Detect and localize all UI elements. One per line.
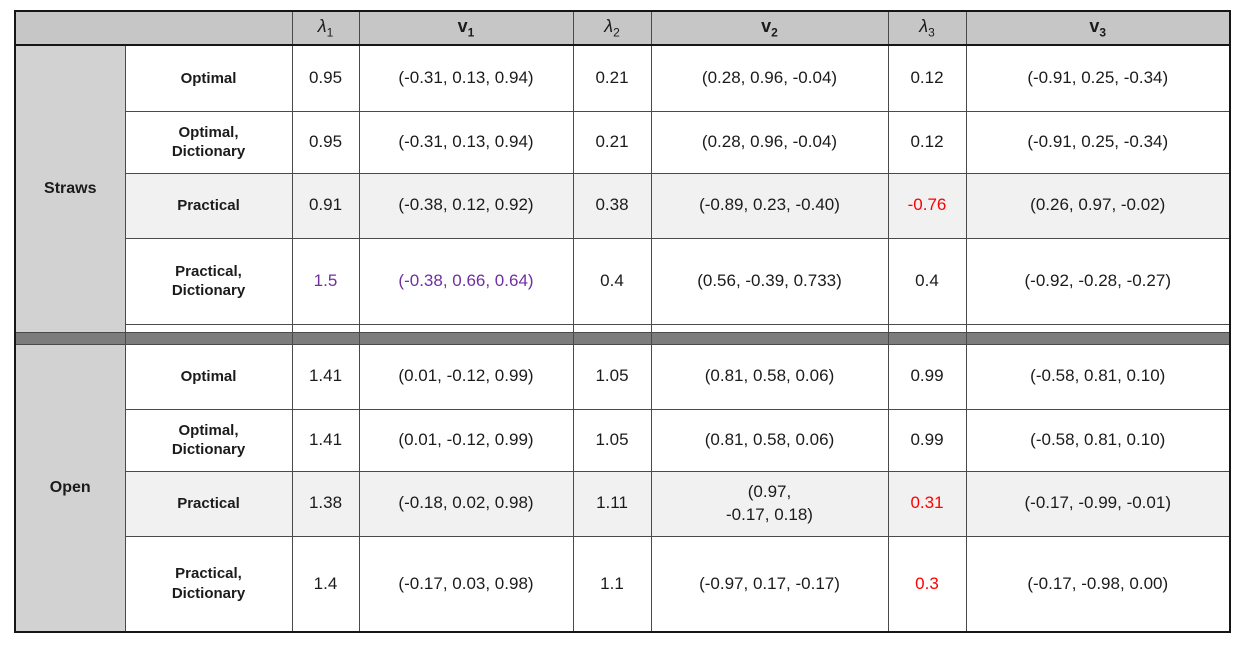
lambda3-value: 0.99 (887, 343, 967, 410)
v2-value: (0.28, 0.96, -0.04) (650, 110, 889, 174)
method-cell: Optimal, Dictionary (124, 110, 293, 174)
header-lambda1: λ1 (291, 10, 360, 46)
lambda3-value-highlight-red: 0.31 (887, 470, 967, 537)
lambda1-value: 1.4 (291, 535, 360, 633)
lambda2-value: 0.4 (572, 237, 652, 325)
lambda3-value: 0.12 (887, 110, 967, 174)
lambda3-value: 0.12 (887, 44, 967, 112)
v2-value: (-0.89, 0.23, -0.40) (650, 172, 889, 239)
method-cell: Practical (124, 470, 293, 537)
v2-value: (0.81, 0.58, 0.06) (650, 408, 889, 472)
lambda1-value: 1.41 (291, 408, 360, 472)
v1-value: (0.01, -0.12, 0.99) (358, 343, 574, 410)
v3-value: (-0.92, -0.28, -0.27) (965, 237, 1231, 325)
lambda3-value-highlight-red: -0.76 (887, 172, 967, 239)
v2-value: (0.56, -0.39, 0.733) (650, 237, 889, 325)
lambda2-value: 0.21 (572, 44, 652, 112)
lambda3-value: 0.4 (887, 237, 967, 325)
header-lambda2: λ2 (572, 10, 652, 46)
v1-value: (-0.17, 0.03, 0.98) (358, 535, 574, 633)
table-row: Open Optimal 1.41 (0.01, -0.12, 0.99) 1.… (14, 343, 1231, 633)
v1-value: (-0.31, 0.13, 0.94) (358, 44, 574, 112)
group-cell-open: Open (14, 343, 126, 633)
v1-value: (0.01, -0.12, 0.99) (358, 408, 574, 472)
header-v3: v3 (965, 10, 1231, 46)
lambda1-value: 1.38 (291, 470, 360, 537)
method-cell: Practical, Dictionary (124, 237, 293, 325)
v3-value: (-0.17, -0.99, -0.01) (965, 470, 1231, 537)
v1-value: (-0.31, 0.13, 0.94) (358, 110, 574, 174)
header-lambda3: λ3 (887, 10, 967, 46)
table-row: Optimal, Dictionary 1.41 (0.01, -0.12, 0… (15, 408, 1231, 472)
header-row: λ1 v1 λ2 v2 λ3 v3 (14, 10, 1231, 46)
v1-value: (-0.18, 0.02, 0.98) (358, 470, 574, 537)
lambda1-value: 0.95 (291, 44, 360, 112)
table-row: Straws Optimal 0.95 (-0.31, 0.13, 0.94) … (14, 44, 1231, 333)
method-cell: Optimal, Dictionary (124, 408, 293, 472)
v1-value: (-0.38, 0.12, 0.92) (358, 172, 574, 239)
section-separator-band (14, 331, 1231, 345)
v2-value: (0.97, -0.17, 0.18) (650, 470, 889, 537)
lambda2-value: 1.05 (572, 343, 652, 410)
lambda2-value: 0.21 (572, 110, 652, 174)
lambda3-value-highlight-red: 0.3 (887, 535, 967, 633)
v3-value: (-0.58, 0.81, 0.10) (965, 408, 1231, 472)
lambda1-value: 0.95 (291, 110, 360, 174)
v2-value: (0.81, 0.58, 0.06) (650, 343, 889, 410)
method-cell: Practical (124, 172, 293, 239)
group-cell-straws: Straws (14, 44, 126, 333)
lambda2-value: 1.1 (572, 535, 652, 633)
lambda1-value: 1.41 (291, 343, 360, 410)
lambda1-value: 0.91 (291, 172, 360, 239)
v1-value-highlight-purple: (-0.38, 0.66, 0.64) (358, 237, 574, 325)
spacer-row (15, 323, 1231, 333)
v1-symbol: v (457, 16, 468, 37)
header-v1: v1 (358, 10, 574, 46)
table-row: Optimal, Dictionary 0.95 (-0.31, 0.13, 0… (15, 110, 1231, 174)
v3-value: (-0.91, 0.25, -0.34) (965, 44, 1231, 112)
v2-symbol: v (761, 16, 772, 37)
v2-value: (-0.97, 0.17, -0.17) (650, 535, 889, 633)
lambda2-value: 0.38 (572, 172, 652, 239)
method-cell: Optimal (124, 343, 293, 410)
lambda1-symbol: λ (317, 16, 327, 37)
lambda2-value: 1.05 (572, 408, 652, 472)
lambda2-symbol: λ (604, 16, 614, 37)
lambda2-value: 1.11 (572, 470, 652, 537)
v3-value: (-0.17, -0.98, 0.00) (965, 535, 1231, 633)
lambda3-symbol: λ (919, 16, 929, 37)
table-row: Practical 0.91 (-0.38, 0.12, 0.92) 0.38 … (15, 172, 1231, 239)
corner-cell (14, 10, 293, 46)
method-cell: Optimal (124, 44, 293, 112)
lambda3-value: 0.99 (887, 408, 967, 472)
header-v2: v2 (650, 10, 889, 46)
table-row: Practical, Dictionary 1.5 (-0.38, 0.66, … (15, 237, 1231, 325)
table-row: Practical 1.38 (-0.18, 0.02, 0.98) 1.11 … (15, 470, 1231, 537)
eigenvalue-table: λ1 v1 λ2 v2 λ3 v3 Straws Optimal 0.95 (-… (14, 10, 1231, 633)
v3-value: (-0.91, 0.25, -0.34) (965, 110, 1231, 174)
table-row: Practical, Dictionary 1.4 (-0.17, 0.03, … (15, 535, 1231, 633)
v3-value: (0.26, 0.97, -0.02) (965, 172, 1231, 239)
v2-value: (0.28, 0.96, -0.04) (650, 44, 889, 112)
v3-value: (-0.58, 0.81, 0.10) (965, 343, 1231, 410)
lambda1-value-highlight-purple: 1.5 (291, 237, 360, 325)
v3-symbol: v (1089, 16, 1100, 37)
method-cell: Practical, Dictionary (124, 535, 293, 633)
